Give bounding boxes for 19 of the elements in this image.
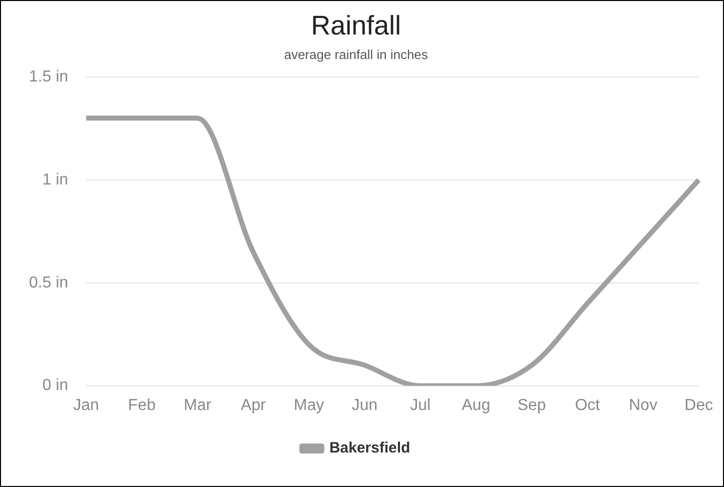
x-tick-label: Feb (128, 396, 156, 414)
y-tick-label: 1 in (42, 171, 68, 188)
x-tick-label: Oct (574, 396, 600, 414)
y-tick-label: 0.5 in (29, 274, 68, 292)
x-tick-label: Sep (517, 396, 546, 414)
x-tick-label: Jan (73, 396, 100, 414)
x-tick-label: Nov (628, 396, 658, 414)
x-tick-label: Jun (352, 396, 378, 414)
chart-title: Rainfall (310, 10, 402, 41)
chart-subtitle: average rainfall in inches (284, 46, 428, 62)
x-tick-label: Jul (410, 396, 431, 414)
x-tick-label: Dec (684, 396, 713, 414)
x-tick-label: Apr (240, 396, 266, 414)
x-tick-label: Mar (184, 396, 212, 414)
x-tick-label: Aug (462, 396, 490, 414)
y-tick-label: 1.5 in (29, 68, 68, 86)
y-tick-label: 0 in (42, 377, 68, 394)
x-tick-label: May (294, 396, 324, 414)
legend-label: Bakersfield (329, 440, 410, 457)
